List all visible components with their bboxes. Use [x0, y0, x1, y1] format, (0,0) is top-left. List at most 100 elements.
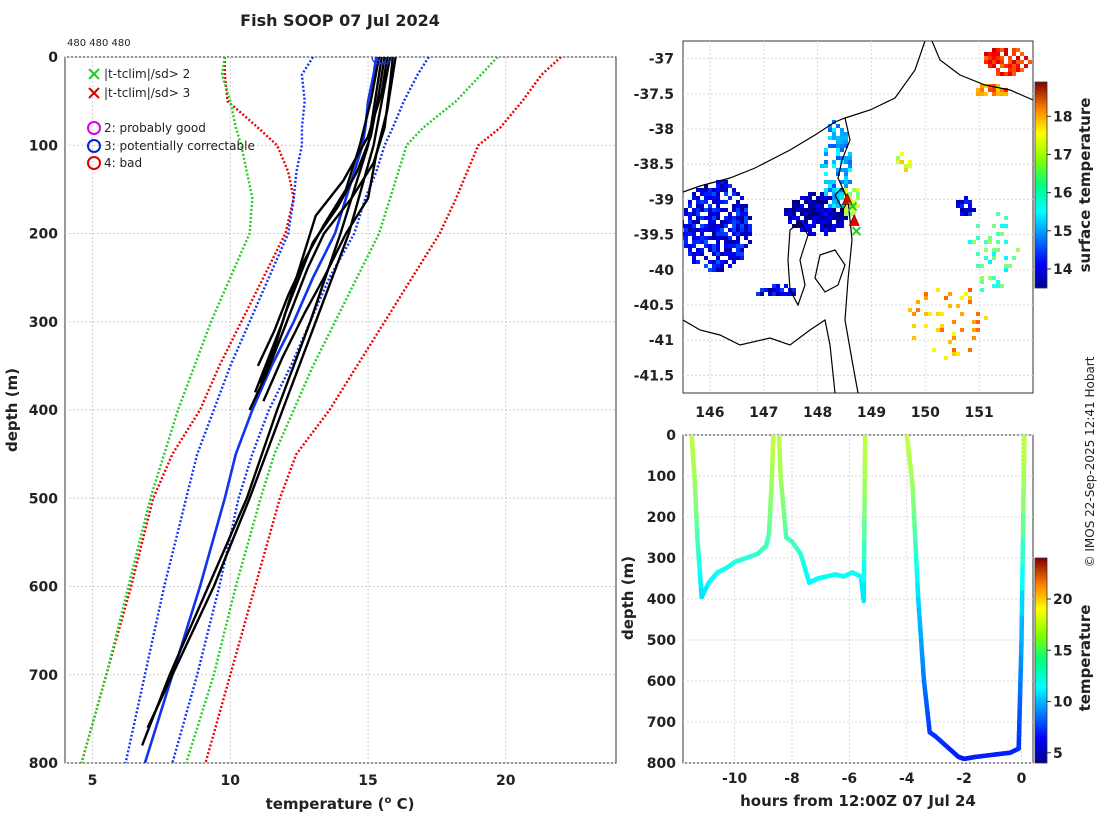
sst-pixel: [956, 352, 960, 356]
sst-pixel: [968, 288, 972, 292]
sst-pixel: [856, 192, 860, 196]
sst-pixel: [696, 220, 700, 224]
sst-pixel: [988, 240, 992, 244]
sst-pixel: [700, 252, 704, 256]
sst-pixel: [692, 224, 696, 228]
map-ticks: 146 147 148 149 150 151 -37 -37.5 -38 -38.5 -39 -39…: [634, 52, 994, 421]
sst-pixel: [1004, 224, 1008, 228]
sst-pixel: [792, 204, 796, 208]
legend-marker-o-3: [87, 121, 101, 135]
sst-pixel: [692, 244, 696, 248]
sst-pixel: [828, 208, 832, 212]
sst-pixel: [728, 184, 732, 188]
sst-pixel: [832, 204, 836, 208]
sst-pixel: [700, 192, 704, 196]
sst-pixel: [984, 240, 988, 244]
sst-pixel: [824, 180, 828, 184]
sst-pixel: [684, 228, 688, 232]
sst-pixel: [1016, 248, 1020, 252]
sst-pixel: [1008, 264, 1012, 268]
sst-pixel: [1008, 72, 1012, 76]
sst-pixel: [696, 260, 700, 264]
sst-pixel: [736, 208, 740, 212]
sst-pixel: [732, 220, 736, 224]
sst-pixel: [788, 208, 792, 212]
sst-pixel: [720, 252, 724, 256]
profile-ytick: 100: [29, 138, 58, 154]
sst-pixel: [716, 240, 720, 244]
map-colorbar-ticks: 14 15 16 17 18: [1047, 109, 1073, 278]
section-segment: [914, 568, 920, 587]
sst-pixel: [856, 196, 860, 200]
sst-pixel: [748, 232, 752, 236]
sst-pixel: [804, 212, 808, 216]
sst-pixel: [848, 204, 852, 208]
sst-pixel: [724, 180, 728, 184]
sst-pixel: [720, 268, 724, 272]
sst-pixel: [732, 240, 736, 244]
sst-pixel: [740, 220, 744, 224]
map-ytick: -37: [649, 52, 674, 68]
profile-ytick: 300: [29, 315, 58, 331]
sst-pixel: [816, 212, 820, 216]
sst-pixel: [836, 156, 840, 160]
sst-pixel: [744, 212, 748, 216]
sst-pixel: [808, 196, 812, 200]
sst-pixels: [683, 48, 1032, 360]
sst-pixel: [824, 172, 828, 176]
sst-pixel: [820, 196, 824, 200]
sst-pixel: [984, 256, 988, 260]
sst-pixel: [776, 284, 780, 288]
sst-pixel: [732, 216, 736, 220]
section-xtick: -4: [899, 771, 915, 787]
sst-pixel: [976, 320, 980, 324]
profile-xtick: 10: [221, 773, 241, 789]
sst-pixel: [716, 232, 720, 236]
sst-pixel: [820, 224, 824, 228]
sst-pixel: [844, 140, 848, 144]
sst-pixel: [704, 208, 708, 212]
sst-pixel: [720, 188, 724, 192]
sst-pixel: [832, 164, 836, 168]
section-colorbar-tick: 15: [1053, 643, 1072, 659]
sst-pixel: [840, 132, 844, 136]
sst-pixel: [1008, 56, 1012, 60]
sst-pixel: [996, 92, 1000, 96]
sst-pixel: [824, 152, 828, 156]
sst-pixel: [944, 296, 948, 300]
sst-pixel: [960, 212, 964, 216]
sst-pixel: [832, 184, 836, 188]
sst-pixel: [908, 160, 912, 164]
sst-pixel: [720, 232, 724, 236]
sst-pixel: [996, 56, 1000, 60]
sst-pixel: [708, 212, 712, 216]
sst-pixel: [804, 224, 808, 228]
sst-pixel: [1000, 56, 1004, 60]
sst-pixel: [716, 184, 720, 188]
sst-pixel: [712, 268, 716, 272]
sst-pixel: [812, 216, 816, 220]
sst-pixel: [776, 292, 780, 296]
sst-pixel: [912, 336, 916, 340]
sst-pixel: [916, 308, 920, 312]
sst-pixel: [688, 232, 692, 236]
sst-pixel: [824, 224, 828, 228]
sst-pixel: [728, 248, 732, 252]
sst-pixel: [840, 128, 844, 132]
map-ytick: -38.5: [634, 157, 674, 173]
sst-pixel: [832, 136, 836, 140]
sst-pixel: [732, 204, 736, 208]
sst-pixel: [704, 236, 708, 240]
sst-pixel: [812, 220, 816, 224]
sst-pixel: [984, 92, 988, 96]
sst-pixel: [908, 164, 912, 168]
sst-pixel: [1016, 64, 1020, 68]
sst-pixel: [992, 64, 996, 68]
sst-pixel: [1000, 60, 1004, 64]
sst-pixel: [804, 216, 808, 220]
sst-pixel: [712, 232, 716, 236]
sst-pixel: [708, 248, 712, 252]
sst-pixel: [964, 200, 968, 204]
sst-pixel: [792, 200, 796, 204]
track-marker-4: [851, 226, 862, 236]
